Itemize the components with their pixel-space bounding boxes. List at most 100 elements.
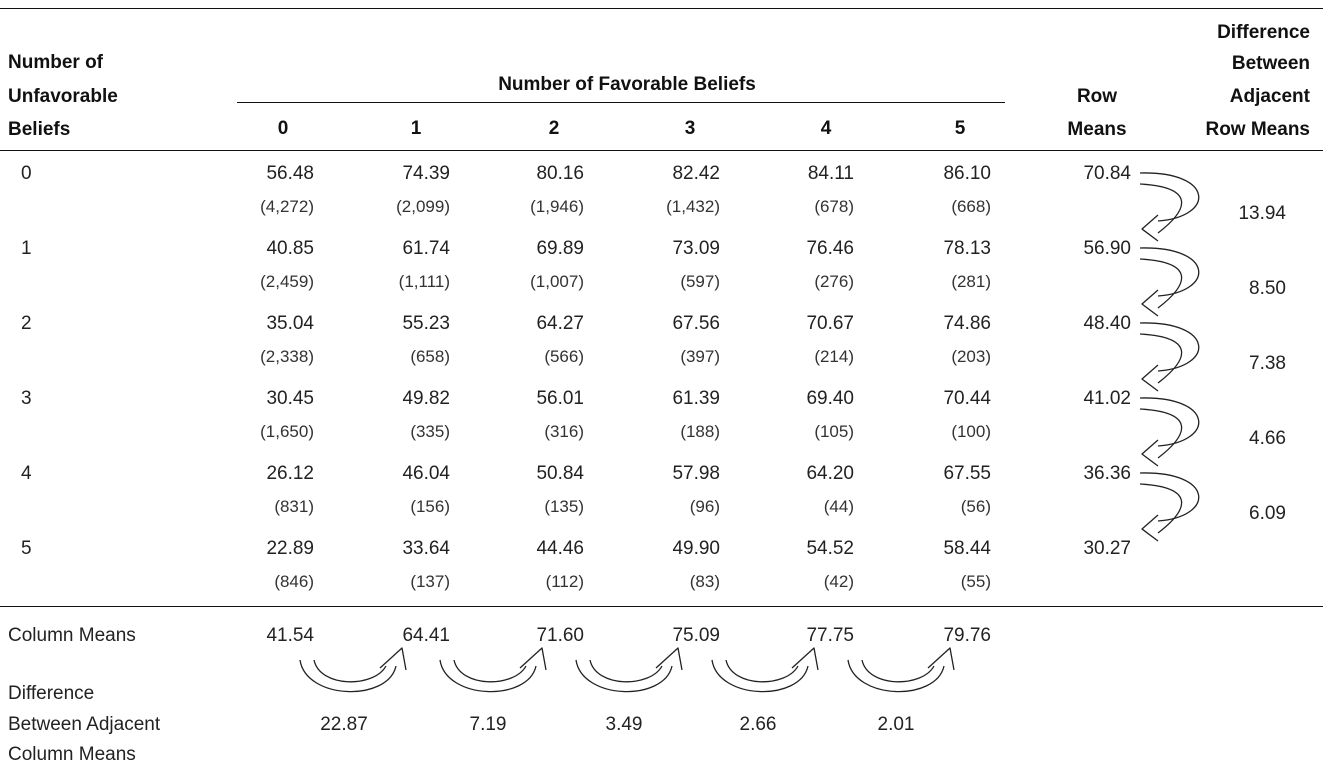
row-difference-arrow xyxy=(1139,247,1200,297)
row-difference-arrow-head xyxy=(1141,214,1159,242)
column-header: 5 xyxy=(954,118,966,139)
row-label: 2 xyxy=(21,313,32,334)
row-difference-arrow xyxy=(1139,483,1183,534)
column-difference-arrow xyxy=(589,659,663,683)
cell-mean: 56.48 xyxy=(266,163,314,184)
cell-count: (831) xyxy=(274,497,314,516)
column-mean: 64.41 xyxy=(402,625,450,646)
cell-mean: 69.40 xyxy=(806,388,854,409)
cell-mean: 55.23 xyxy=(402,313,450,334)
cell-count: (203) xyxy=(951,347,991,366)
cell-count: (100) xyxy=(951,422,991,441)
cell-count: (2,338) xyxy=(260,347,314,366)
row-label: 0 xyxy=(21,163,32,184)
row-difference-arrow xyxy=(1139,172,1200,222)
cell-count: (658) xyxy=(410,347,450,366)
column-difference-arrow xyxy=(439,659,537,693)
cell-mean: 56.01 xyxy=(536,388,584,409)
row-diff-header: Adjacent xyxy=(1229,86,1310,107)
row-difference-arrow-head xyxy=(1141,514,1159,542)
row-difference-arrow xyxy=(1139,472,1200,522)
column-difference-arrow-head xyxy=(519,647,547,671)
row-difference-arrow-head xyxy=(1141,364,1159,392)
cell-mean: 46.04 xyxy=(402,463,450,484)
cell-mean: 54.52 xyxy=(806,538,854,559)
column-difference-arrow xyxy=(725,659,799,683)
row-means-header: Row xyxy=(1076,86,1118,107)
cell-count: (1,946) xyxy=(530,197,584,216)
cell-count: (566) xyxy=(544,347,584,366)
cell-count: (668) xyxy=(951,197,991,216)
cell-count: (846) xyxy=(274,572,314,591)
cell-mean: 74.39 xyxy=(402,163,450,184)
column-difference-arrow xyxy=(575,659,673,693)
column-diff-label-line: Column Means xyxy=(8,744,136,765)
column-difference-arrow xyxy=(313,659,387,683)
cell-count: (214) xyxy=(814,347,854,366)
column-means-label: Column Means xyxy=(8,625,136,646)
column-mean: 77.75 xyxy=(806,625,854,646)
cell-count: (678) xyxy=(814,197,854,216)
column-difference-arrow xyxy=(453,659,527,683)
favorable-beliefs-title: Number of Favorable Beliefs xyxy=(498,74,756,95)
cell-count: (397) xyxy=(680,347,720,366)
cell-mean: 58.44 xyxy=(943,538,991,559)
cell-mean: 67.56 xyxy=(672,313,720,334)
row-diff-header: Difference xyxy=(1217,22,1310,43)
cell-mean: 78.13 xyxy=(943,238,991,259)
cell-count: (112) xyxy=(545,572,584,591)
row-mean: 30.27 xyxy=(1083,538,1131,559)
column-mean: 71.60 xyxy=(536,625,584,646)
column-header: 2 xyxy=(548,118,560,139)
header-row-label-line: Number of xyxy=(8,52,103,73)
cell-mean: 49.90 xyxy=(672,538,720,559)
column-difference: 22.87 xyxy=(320,714,368,735)
row-difference-arrow-head xyxy=(1141,439,1159,467)
column-difference-arrow xyxy=(299,659,397,693)
column-difference: 2.66 xyxy=(739,714,777,735)
cell-mean: 74.86 xyxy=(943,313,991,334)
row-difference: 7.38 xyxy=(1249,353,1286,374)
column-difference-arrow-head xyxy=(379,647,407,671)
cell-count: (42) xyxy=(823,572,854,591)
column-difference-arrow-head xyxy=(927,647,955,671)
row-diff-header: Row Means xyxy=(1205,119,1310,140)
column-header: 0 xyxy=(277,118,289,139)
cell-count: (1,111) xyxy=(398,272,450,291)
cell-mean: 67.55 xyxy=(943,463,991,484)
cell-mean: 80.16 xyxy=(536,163,584,184)
cell-mean: 61.74 xyxy=(402,238,450,259)
row-difference-arrow xyxy=(1139,397,1200,447)
column-difference: 2.01 xyxy=(877,714,915,735)
row-label: 3 xyxy=(21,388,32,409)
row-means-header: Means xyxy=(1067,119,1127,140)
cell-mean: 86.10 xyxy=(943,163,991,184)
row-mean: 41.02 xyxy=(1083,388,1131,409)
row-label: 4 xyxy=(21,463,32,484)
cell-mean: 57.98 xyxy=(672,463,720,484)
row-mean: 36.36 xyxy=(1083,463,1131,484)
row-mean: 70.84 xyxy=(1083,163,1131,184)
cell-count: (56) xyxy=(960,497,991,516)
row-difference: 8.50 xyxy=(1249,278,1286,299)
row-difference: 4.66 xyxy=(1249,428,1286,449)
column-diff-label-line: Difference xyxy=(8,683,95,704)
top-rule xyxy=(0,8,1323,9)
column-difference-arrow xyxy=(861,659,935,683)
cell-mean: 30.45 xyxy=(266,388,314,409)
cell-mean: 70.67 xyxy=(806,313,854,334)
cell-mean: 50.84 xyxy=(536,463,584,484)
column-diff-label-line: Between Adjacent xyxy=(8,714,161,735)
column-mean: 41.54 xyxy=(266,625,314,646)
cell-count: (281) xyxy=(951,272,991,291)
header-rule xyxy=(0,150,1323,151)
cell-count: (4,272) xyxy=(260,197,314,216)
row-difference-arrow xyxy=(1139,258,1183,309)
cell-mean: 49.82 xyxy=(402,388,450,409)
cell-mean: 22.89 xyxy=(266,538,314,559)
cell-count: (188) xyxy=(680,422,720,441)
cell-mean: 73.09 xyxy=(672,238,720,259)
cell-mean: 82.42 xyxy=(672,163,720,184)
row-difference: 6.09 xyxy=(1249,503,1286,524)
